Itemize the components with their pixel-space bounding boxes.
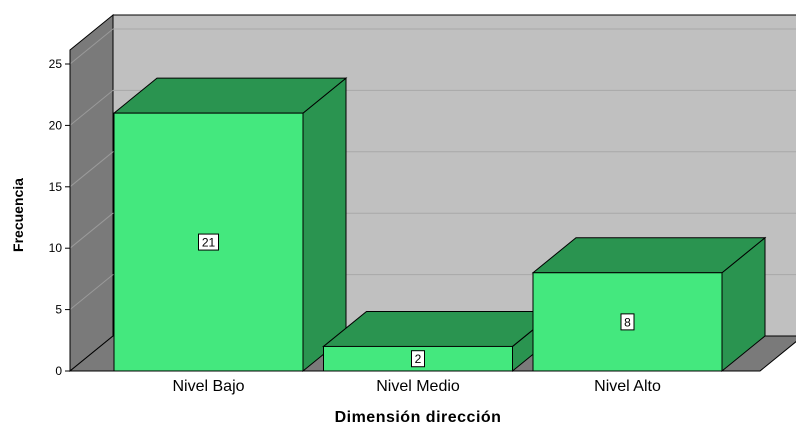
x-tick-label: Nivel Alto [594,378,661,395]
y-tick-label: 25 [49,57,63,71]
y-tick-label: 5 [55,303,62,317]
side-wall [70,15,113,371]
data-label: 2 [415,352,422,366]
bar-side [303,78,346,371]
y-tick-label: 0 [55,364,62,378]
bar: 2 [324,311,556,371]
bar: 21 [114,78,346,371]
x-tick-label: Nivel Medio [376,378,460,395]
y-axis-ticks: 0 5 10 15 20 25 [49,50,70,378]
bar: 8 [533,238,765,371]
data-label: 21 [202,236,216,250]
y-axis-title: Frecuencia [10,178,26,252]
x-tick-label: Nivel Bajo [172,378,244,395]
x-axis-title: Dimensión dirección [335,409,502,426]
y-tick-label: 10 [49,241,63,255]
y-tick-label: 15 [49,180,63,194]
data-label: 8 [624,315,631,329]
y-tick-label: 20 [49,118,63,132]
x-axis-labels: Nivel Bajo Nivel Medio Nivel Alto [172,378,660,395]
